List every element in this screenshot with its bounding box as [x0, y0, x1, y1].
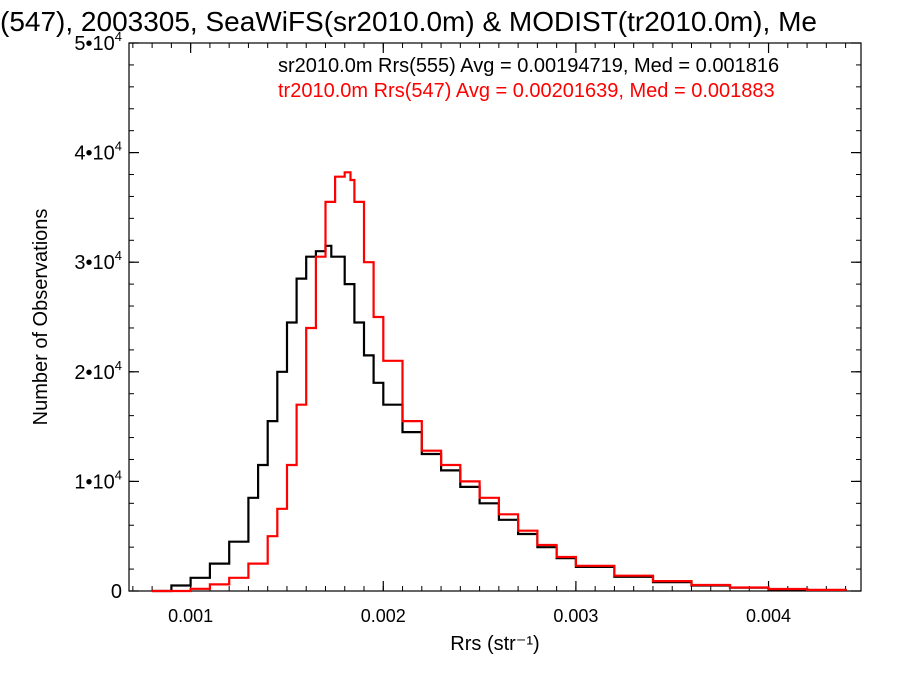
y-tick-label: 2•104	[74, 358, 122, 384]
x-tick-label: 0.001	[168, 606, 213, 626]
x-axis-label: Rrs (str⁻¹)	[450, 633, 539, 655]
series-lines	[152, 171, 847, 593]
y-tick-label-exponent: 4	[115, 248, 122, 263]
y-tick-label: 5•104	[74, 29, 122, 55]
y-tick-label-base: 1•10	[74, 471, 114, 493]
y-tick-label-exponent: 4	[115, 358, 122, 373]
plot-frame	[128, 42, 862, 592]
x-tick-labels: 0.001 0.002 0.003 0.004	[168, 606, 791, 626]
chart-title: (547), 2003305, SeaWiFS(sr2010.0m) & MOD…	[0, 6, 817, 37]
y-tick-label: 4•104	[74, 139, 122, 165]
series-line-1	[152, 171, 847, 593]
y-tick-label-exponent: 4	[115, 139, 122, 154]
y-tick-label-base: 3•10	[74, 252, 114, 274]
y-tick-label-base: 2•10	[74, 362, 114, 384]
annotation-red: tr2010.0m Rrs(547) Avg = 0.00201639, Med…	[278, 80, 775, 102]
y-tick-label-exponent: 4	[115, 467, 122, 482]
x-tick-label: 0.002	[361, 606, 406, 626]
y-tick-label-base: 0	[111, 581, 122, 603]
y-axis-label: Number of Observations	[30, 209, 52, 426]
x-tick-label: 0.004	[746, 606, 791, 626]
annotation-black: sr2010.0m Rrs(555) Avg = 0.00194719, Med…	[278, 55, 779, 77]
series-line-0	[152, 244, 847, 593]
y-tick-label-exponent: 4	[115, 29, 122, 44]
y-tick-label: 3•104	[74, 248, 122, 274]
y-tick-label: 1•104	[74, 467, 122, 493]
axis-ticks	[129, 42, 861, 592]
x-tick-label: 0.003	[553, 606, 598, 626]
y-tick-label-base: 4•10	[74, 143, 114, 165]
y-tick-label-base: 5•10	[74, 33, 114, 55]
y-tick-label: 0	[111, 581, 122, 603]
